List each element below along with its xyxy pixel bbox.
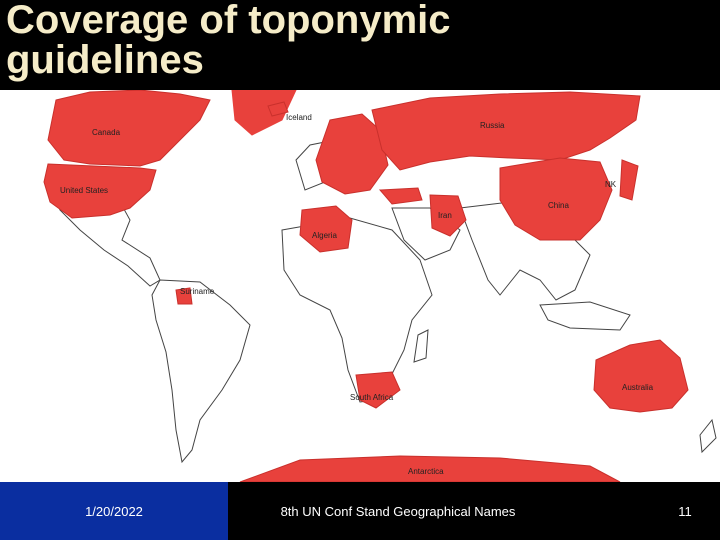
footer-date: 1/20/2022 — [0, 482, 228, 540]
turkey — [378, 187, 423, 205]
label-antarctica: Antarctica — [408, 467, 444, 476]
greenland — [231, 90, 297, 136]
canada — [47, 90, 211, 167]
slide-title-line-1: Coverage of toponymic — [6, 0, 451, 42]
label-russia: Russia — [480, 121, 505, 130]
new-zealand — [699, 418, 717, 454]
label-suriname: Suriname — [180, 287, 215, 296]
label-china: China — [548, 201, 569, 210]
label-south-africa: South Africa — [350, 393, 394, 402]
iceland — [267, 101, 289, 117]
indonesia — [539, 301, 631, 331]
footer-conference: 8th UN Conf Stand Geographical Names — [280, 503, 516, 519]
iran — [429, 194, 467, 237]
footer-page-number: 11 — [678, 503, 692, 519]
label-australia: Australia — [622, 383, 654, 392]
suriname — [175, 287, 193, 305]
russia — [371, 91, 641, 171]
world-map: Canada United States Iceland Russia NK C… — [0, 90, 720, 482]
japan — [619, 159, 639, 201]
slide-title-line-2: guidelines — [6, 38, 204, 82]
antarctica — [239, 455, 621, 482]
label-canada: Canada — [92, 128, 121, 137]
label-iran: Iran — [438, 211, 452, 220]
south-africa — [355, 371, 401, 409]
label-united-states: United States — [60, 186, 108, 195]
label-iceland: Iceland — [286, 113, 312, 122]
united-states — [43, 163, 157, 219]
slide-footer: 1/20/2022 8th UN Conf Stand Geographical… — [0, 482, 720, 540]
slide-title: Coverage of toponymic guidelines — [6, 0, 706, 80]
world-map-svg: Canada United States Iceland Russia NK C… — [43, 90, 717, 482]
label-nk: NK — [605, 180, 617, 189]
madagascar — [413, 329, 429, 363]
algeria — [299, 205, 353, 253]
china — [499, 157, 613, 241]
south-america — [151, 279, 251, 464]
europe-highlighted — [315, 113, 389, 195]
australia — [593, 339, 689, 413]
label-algeria: Algeria — [312, 231, 337, 240]
